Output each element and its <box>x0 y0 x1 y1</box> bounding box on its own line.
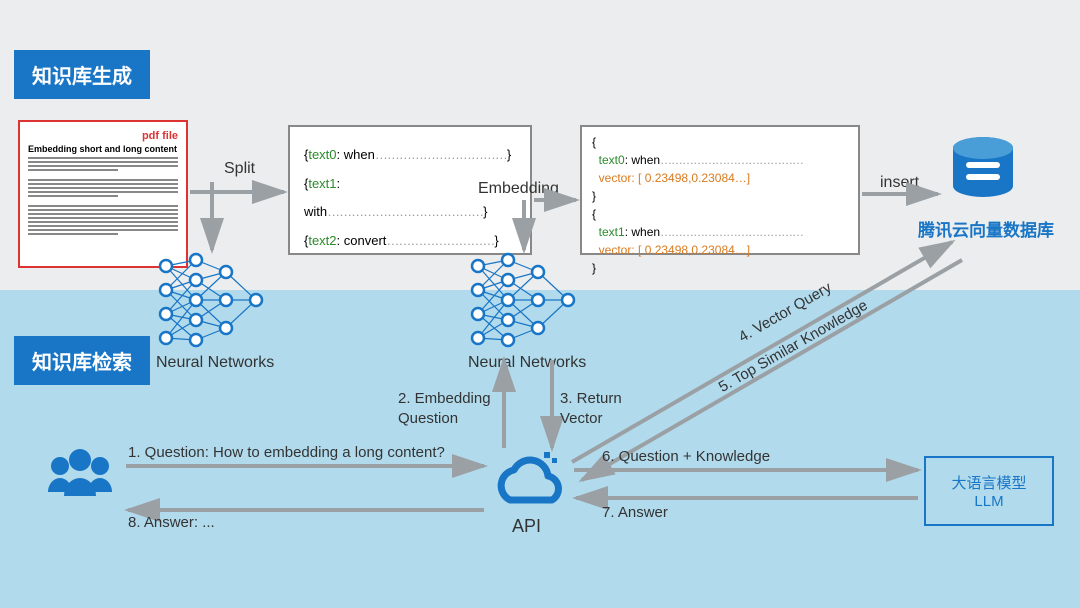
step-7-label: 7. Answer <box>602 504 668 521</box>
llm-box: 大语言模型 LLM <box>924 456 1054 526</box>
api-cloud-icon <box>488 450 568 516</box>
diagram-canvas: 知识库生成 知识库检索 pdf file Embedding short and… <box>0 0 1080 608</box>
step-3-label-a: 3. Return <box>560 390 622 407</box>
embed-row-0: { text0: when………………………………… vector: [ 0.2… <box>592 133 848 205</box>
neural-network-icon-1 <box>152 252 272 352</box>
db-label: 腾讯云向量数据库 <box>918 216 1054 241</box>
step-8-label: 8. Answer: ... <box>128 514 215 531</box>
pdf-heading: Embedding short and long content <box>28 144 178 154</box>
step-6-label: 6. Question + Knowledge <box>602 448 770 465</box>
insert-label: insert <box>880 174 919 192</box>
pdf-body-lines <box>28 157 178 235</box>
database-icon <box>944 132 1022 210</box>
nn-label-2: Neural Networks <box>468 354 586 372</box>
step-2-label-a: 2. Embedding <box>398 390 491 407</box>
users-icon <box>38 444 122 512</box>
pdf-filename: pdf file <box>28 130 178 142</box>
api-label: API <box>512 516 541 537</box>
pdf-file-box: pdf file Embedding short and long conten… <box>18 120 188 268</box>
section-tag-retrieve: 知识库检索 <box>14 336 150 385</box>
split-row-0: {text0: when……………………………} <box>304 141 516 170</box>
embed-box: { text0: when………………………………… vector: [ 0.2… <box>580 125 860 255</box>
step-3-label-b: Vector <box>560 410 603 427</box>
step-2-label-b: Question <box>398 410 458 427</box>
nn-label-1: Neural Networks <box>156 354 274 372</box>
embed-row-1: { text1: when………………………………… vector: [ 0.2… <box>592 205 848 277</box>
neural-network-icon-2 <box>464 252 584 352</box>
embedding-label: Embedding <box>478 180 578 198</box>
step-1-label: 1. Question: How to embedding a long con… <box>128 444 445 461</box>
split-label: Split <box>224 160 255 178</box>
section-tag-generate: 知识库生成 <box>14 50 150 99</box>
split-row-1: {text1: with…………………………………} <box>304 170 516 227</box>
